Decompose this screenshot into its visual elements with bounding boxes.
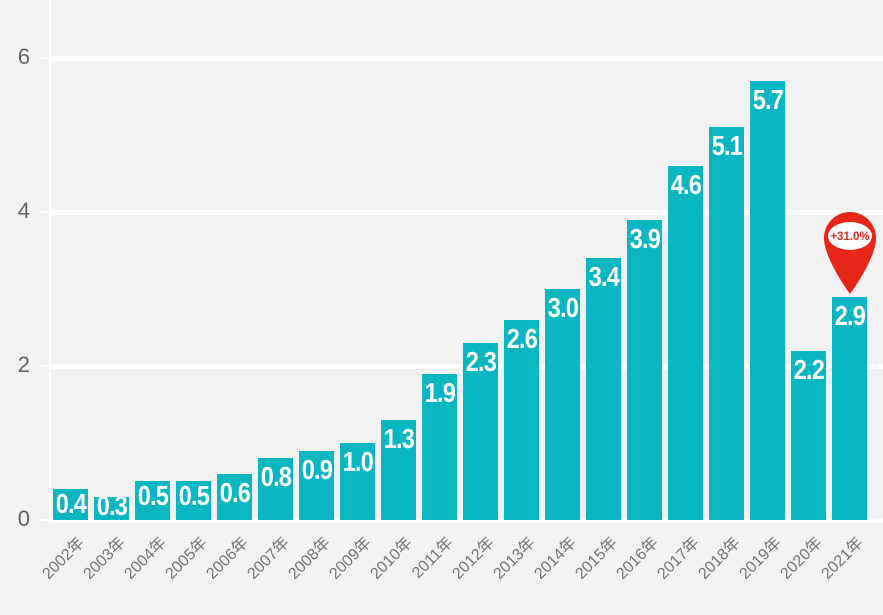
bar-value-label: 1.0 bbox=[342, 446, 374, 477]
x-axis-label: 2018年 bbox=[695, 534, 744, 583]
bar: 4.6 bbox=[668, 166, 703, 520]
y-axis-label: 4 bbox=[17, 198, 30, 223]
x-axis-label: 2021年 bbox=[818, 534, 867, 583]
bar-value-label: 2.9 bbox=[834, 300, 866, 331]
bar: 0.6 bbox=[217, 474, 252, 520]
bar-value-label: 0.8 bbox=[260, 461, 292, 492]
x-axis-label: 2005年 bbox=[162, 534, 211, 583]
x-axis-label: 2006年 bbox=[203, 534, 252, 583]
bar: 1.9 bbox=[422, 374, 457, 520]
x-axis-label: 2019年 bbox=[736, 534, 785, 583]
bar: 0.3 bbox=[94, 490, 129, 521]
bar: 3.9 bbox=[627, 220, 662, 520]
grid-line bbox=[50, 209, 883, 215]
x-axis-label: 2020年 bbox=[777, 534, 826, 583]
x-axis-label: 2014年 bbox=[531, 534, 580, 583]
bar-value-label: 3.9 bbox=[629, 223, 661, 254]
bar-value-label: 0.5 bbox=[137, 480, 169, 511]
y-axis-label: 6 bbox=[17, 44, 30, 69]
bar-value-label: 0.6 bbox=[219, 477, 251, 508]
bar: 3.0 bbox=[545, 289, 580, 520]
bar: 0.9 bbox=[299, 451, 334, 520]
y-axis-label: 0 bbox=[17, 506, 30, 531]
x-axis-label: 2009年 bbox=[326, 534, 375, 583]
y-axis-tick bbox=[40, 519, 49, 521]
pin-growth-label: +31.0% bbox=[830, 231, 869, 243]
pin-inner-ellipse bbox=[828, 222, 872, 250]
bar: 5.7 bbox=[750, 81, 785, 520]
bar: 1.0 bbox=[340, 443, 375, 520]
bar-value-label: 2.6 bbox=[506, 323, 538, 354]
y-axis-label: 2 bbox=[17, 352, 30, 377]
bar: 5.1 bbox=[709, 127, 744, 520]
bar-value-label: 4.6 bbox=[670, 169, 702, 200]
x-axis-label: 2010年 bbox=[367, 534, 416, 583]
x-axis-label: 2004年 bbox=[121, 534, 170, 583]
x-axis-label: 2008年 bbox=[285, 534, 334, 583]
bar-value-label: 1.3 bbox=[383, 423, 415, 454]
bar: 0.5 bbox=[176, 481, 211, 520]
bar: 2.2 bbox=[791, 351, 826, 520]
x-axis-label: 2015年 bbox=[572, 534, 621, 583]
bar: 3.4 bbox=[586, 258, 621, 520]
y-axis-line bbox=[49, 0, 51, 524]
bar: 2.9 bbox=[832, 297, 867, 520]
grid-line bbox=[50, 55, 883, 61]
x-axis-label: 2012年 bbox=[449, 534, 498, 583]
x-axis-label: 2011年 bbox=[409, 534, 457, 582]
bar-value-label: 1.9 bbox=[424, 377, 456, 408]
bar: 0.5 bbox=[135, 481, 170, 520]
growth-pin-marker: +31.0% bbox=[824, 212, 876, 294]
x-axis-label: 2017年 bbox=[654, 534, 703, 583]
bar-value-label: 2.3 bbox=[465, 346, 497, 377]
bar-value-label: 0.5 bbox=[178, 480, 210, 511]
x-axis-label: 2003年 bbox=[80, 534, 129, 583]
bar: 2.6 bbox=[504, 320, 539, 520]
x-axis-label: 2007年 bbox=[244, 534, 293, 583]
bar: 0.4 bbox=[53, 489, 88, 520]
bar-value-label: 0.3 bbox=[96, 490, 128, 521]
y-axis-tick bbox=[40, 57, 49, 59]
bar: 1.3 bbox=[381, 420, 416, 520]
bar-value-label: 0.9 bbox=[301, 454, 333, 485]
y-axis-tick bbox=[40, 211, 49, 213]
bar-value-label: 3.4 bbox=[588, 261, 620, 292]
x-axis-label: 2016年 bbox=[613, 534, 662, 583]
grid-line bbox=[50, 517, 883, 523]
x-axis-label: 2013年 bbox=[490, 534, 539, 583]
bar-value-label: 5.1 bbox=[711, 130, 743, 161]
bar-value-label: 3.0 bbox=[547, 292, 579, 323]
bar: 2.3 bbox=[463, 343, 498, 520]
bar: 0.8 bbox=[258, 458, 293, 520]
x-axis-label: 2002年 bbox=[39, 534, 88, 583]
bar-value-label: 2.2 bbox=[793, 354, 825, 385]
y-axis-tick bbox=[40, 365, 49, 367]
bar-value-label: 5.7 bbox=[752, 84, 784, 115]
bar-value-label: 0.4 bbox=[55, 488, 87, 519]
